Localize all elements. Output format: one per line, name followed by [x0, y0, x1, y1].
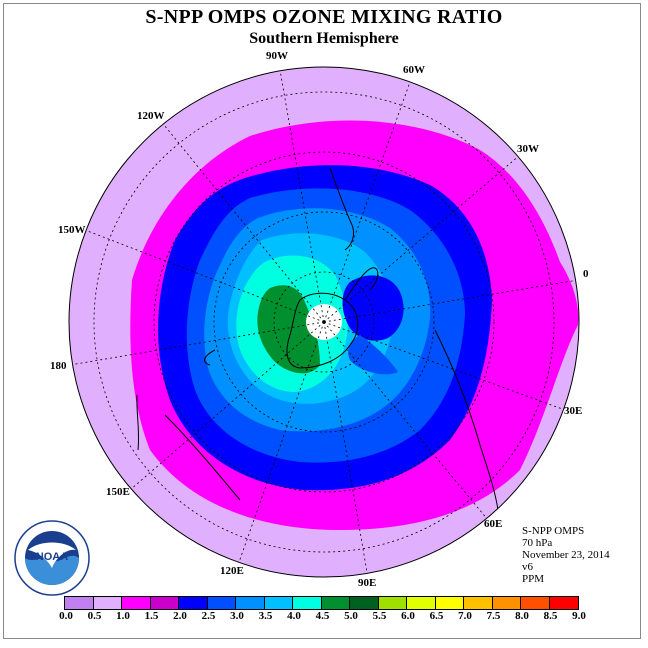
graticule — [69, 69, 579, 577]
colorbar-tick-label: 0.5 — [87, 610, 102, 622]
colorbar-tick-label: 7.0 — [458, 610, 472, 622]
colorbar-segment — [464, 597, 493, 609]
colorbar-segment — [492, 597, 521, 609]
info-version: v6 — [522, 561, 533, 573]
figure-frame — [3, 3, 641, 639]
map-border — [68, 66, 580, 578]
info-units: PPM — [522, 573, 545, 585]
info-instrument: S-NPP OMPS — [522, 525, 585, 537]
colorbar-segment — [179, 597, 208, 609]
colorbar-tick-label: 5.5 — [372, 610, 387, 622]
colorbar-tick-label: 8.5 — [543, 610, 558, 622]
colorbar-tick-label: 2.5 — [201, 610, 216, 622]
lon-label-120e: 120E — [220, 565, 244, 577]
lon-label-60e: 60E — [484, 518, 503, 530]
colorbar-tick-label: 4.0 — [287, 610, 301, 622]
lon-label-30w: 30W — [517, 143, 539, 155]
colorbar-segment — [549, 597, 578, 609]
colorbar-segment — [521, 597, 550, 609]
contour-4-4.5 — [257, 285, 320, 374]
colorbar-segment — [207, 597, 236, 609]
colorbar-segment — [93, 597, 122, 609]
map-title: S-NPP OMPS OZONE MIXING RATIO — [145, 6, 503, 28]
colorbar-tick-label: 6.0 — [401, 610, 415, 622]
colorbar-segment — [378, 597, 407, 609]
map-subtitle: Southern Hemisphere — [249, 30, 399, 47]
colorbar-segment — [264, 597, 293, 609]
colorbar-tick-label: 8.0 — [515, 610, 529, 622]
lon-label-30e: 30E — [564, 405, 583, 417]
lon-label-90w: 90W — [266, 50, 288, 62]
colorbar-segment — [407, 597, 436, 609]
colorbar-segment — [350, 597, 379, 609]
colorbar-tick-label: 1.0 — [116, 610, 130, 622]
lon-label-150e: 150E — [106, 486, 130, 498]
colorbar-ticks: 0.0 0.5 1.0 1.5 2.0 2.5 3.0 3.5 4.0 4.5 5.0 5.5 6.0 6… — [56, 610, 596, 624]
colorbar-segment — [122, 597, 151, 609]
coastlines — [136, 167, 499, 511]
colorbar-tick-label: 3.5 — [258, 610, 273, 622]
noaa-logo: NOAA — [14, 520, 90, 596]
colorbar-tick-label: 2.0 — [173, 610, 187, 622]
colorbar-segment — [321, 597, 350, 609]
colorbar-segment — [435, 597, 464, 609]
colorbar-tick-label: 9.0 — [572, 610, 586, 622]
colorbar-tick-label: 0.0 — [59, 610, 73, 622]
colorbar-tick-label: 1.5 — [144, 610, 159, 622]
lon-label-150w: 150W — [58, 224, 86, 236]
colorbar — [64, 596, 579, 610]
info-block: S-NPP OMPS 70 hPa November 23, 2014 v6 P… — [522, 525, 610, 585]
colorbar-segment — [150, 597, 179, 609]
colorbar-segment — [293, 597, 322, 609]
lon-label-90e: 90E — [358, 577, 377, 589]
info-date: November 23, 2014 — [522, 549, 610, 561]
lon-label-120w: 120W — [137, 110, 165, 122]
lon-label-180: 180 — [50, 360, 67, 372]
colorbar-tick-label: 4.5 — [315, 610, 330, 622]
colorbar-segment — [65, 597, 94, 609]
colorbar-tick-label: 6.5 — [429, 610, 444, 622]
colorbar-tick-label: 7.5 — [486, 610, 501, 622]
colorbar-segment — [236, 597, 265, 609]
lon-label-0: 0 — [583, 268, 589, 280]
pole-marker — [322, 320, 326, 324]
noaa-logo-text: NOAA — [36, 551, 68, 563]
info-level: 70 hPa — [522, 537, 553, 549]
lon-label-60w: 60W — [403, 64, 425, 76]
colorbar-tick-label: 5.0 — [344, 610, 358, 622]
low-lobe-inner — [348, 335, 398, 375]
colorbar-tick-label: 3.0 — [230, 610, 244, 622]
